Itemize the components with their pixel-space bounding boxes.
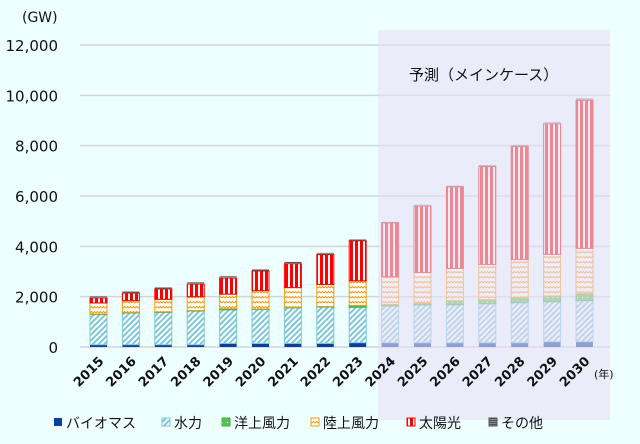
bar-segment-陸上風力 xyxy=(89,302,108,315)
legend: バイオマス 水力 洋上風力 陸上風力 太陽光 その他 xyxy=(54,416,543,432)
legend-label: 水力 xyxy=(174,416,202,432)
legend-swatch xyxy=(310,417,320,427)
bar-segment-太陽光 xyxy=(251,270,270,292)
legend-swatch xyxy=(161,417,171,427)
y-axis-unit: (GW) xyxy=(22,10,58,26)
bar-segment-陸上風力 xyxy=(251,290,270,310)
bar-segment-バイオマス xyxy=(316,343,334,347)
bar-segment-その他 xyxy=(252,269,269,271)
bar-segment-水力 xyxy=(89,313,108,346)
bar-segment-水力 xyxy=(251,308,270,344)
y-tick-label: 2,000 xyxy=(15,289,58,307)
x-tick-label: 2020 xyxy=(233,354,269,390)
legend-label: 太陽光 xyxy=(419,416,461,432)
x-tick-label: 2016 xyxy=(104,354,140,390)
bar-segment-太陽光 xyxy=(89,297,108,304)
x-axis-unit: (年) xyxy=(594,367,614,381)
bar-segment-水力 xyxy=(283,307,302,344)
x-tick-label: 2023 xyxy=(330,354,366,390)
bar-segment-水力 xyxy=(348,306,367,344)
bar-segment-バイオマス xyxy=(252,343,269,347)
bar-segment-陸上風力 xyxy=(348,280,367,306)
x-tick-label: 2017 xyxy=(136,354,172,390)
bar-segment-陸上風力 xyxy=(283,287,302,308)
bar-segment-太陽光 xyxy=(219,277,238,295)
bar-segment-陸上風力 xyxy=(219,293,238,310)
bar-segment-太陽光 xyxy=(186,283,205,298)
y-tick-label: 12,000 xyxy=(6,37,59,55)
bar-segment-陸上風力 xyxy=(121,300,140,313)
bar-segment-その他 xyxy=(154,287,172,289)
y-tick-label: 0 xyxy=(48,339,58,357)
bar-segment-太陽光 xyxy=(316,254,335,286)
bar-segment-バイオマス xyxy=(154,344,172,347)
x-tick-label: 2015 xyxy=(71,354,107,390)
legend-swatch xyxy=(221,417,231,427)
bar-segment-水力 xyxy=(121,312,140,346)
bar-segment-その他 xyxy=(316,252,334,255)
bar-segment-その他 xyxy=(349,239,367,241)
bar-segment-バイオマス xyxy=(122,344,140,347)
bar-segment-太陽光 xyxy=(283,263,302,289)
x-tick-label: 2022 xyxy=(298,354,334,390)
x-tick-label: 2018 xyxy=(168,354,204,390)
bar-segment-太陽光 xyxy=(121,292,140,302)
bar-segment-バイオマス xyxy=(284,343,302,347)
forecast-region xyxy=(378,30,610,420)
bar-segment-水力 xyxy=(316,306,335,344)
legend-swatch xyxy=(54,418,62,426)
bar-segment-陸上風力 xyxy=(316,284,335,307)
bar-segment-陸上風力 xyxy=(186,296,205,312)
legend-swatch xyxy=(488,417,498,427)
bar-segment-太陽光 xyxy=(348,240,367,282)
legend-label: その他 xyxy=(501,416,543,432)
y-tick-label: 4,000 xyxy=(15,238,58,256)
bar-segment-バイオマス xyxy=(90,344,107,347)
y-axis: 0 2,000 4,000 6,000 8,000 10,000 12,000 xyxy=(6,37,59,357)
bar-segment-太陽光 xyxy=(154,288,173,300)
legend-label: 陸上風力 xyxy=(323,416,379,432)
bar-segment-水力 xyxy=(219,309,238,344)
y-tick-label: 8,000 xyxy=(15,138,58,156)
bar-segment-その他 xyxy=(90,296,107,298)
bar-segment-水力 xyxy=(154,311,173,346)
legend-swatch xyxy=(406,417,416,427)
y-tick-label: 6,000 xyxy=(15,188,58,206)
x-tick-label: 2019 xyxy=(201,354,237,390)
bar-segment-その他 xyxy=(187,282,205,285)
bar-segment-バイオマス xyxy=(187,344,205,347)
legend-label: 洋上風力 xyxy=(234,416,290,432)
bar-segment-バイオマス xyxy=(349,342,367,347)
bar-segment-その他 xyxy=(122,291,140,294)
bar-segment-バイオマス xyxy=(219,343,237,347)
y-tick-label: 10,000 xyxy=(6,87,59,105)
bar-segment-水力 xyxy=(186,310,205,346)
bar-segment-陸上風力 xyxy=(154,298,173,313)
bar-segment-その他 xyxy=(284,261,302,264)
bar-segment-その他 xyxy=(219,276,237,279)
legend-label: バイオマス xyxy=(66,416,136,432)
forecast-label: 予測（メインケース） xyxy=(409,66,558,84)
x-tick-label: 2021 xyxy=(266,354,302,390)
